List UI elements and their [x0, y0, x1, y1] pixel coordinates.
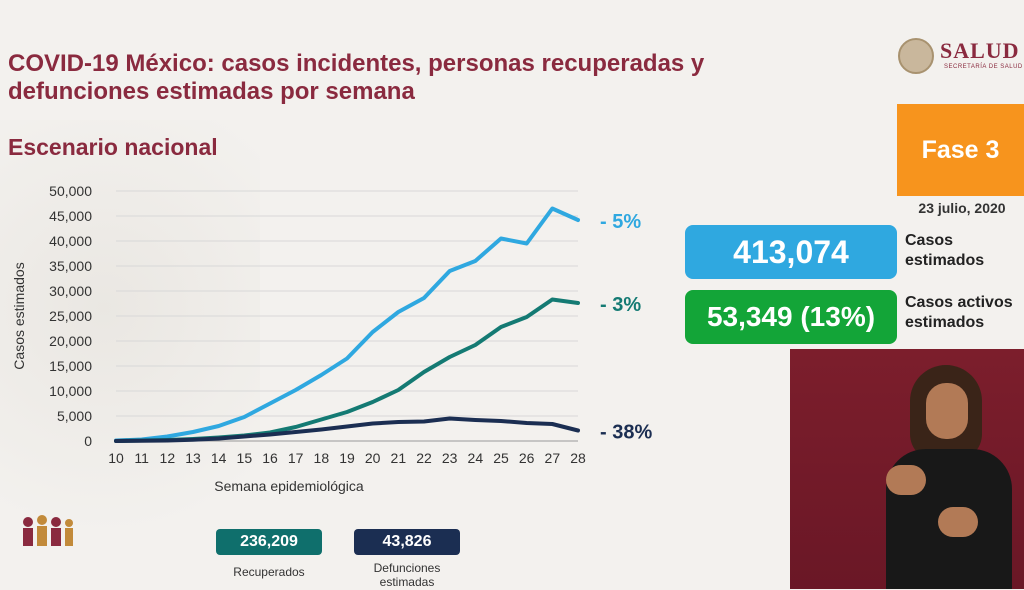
estimated-cases-label: Casos estimados	[905, 231, 984, 271]
y-tick-label: 35,000	[49, 258, 92, 274]
x-tick-label: 22	[416, 450, 432, 466]
x-tick-label: 19	[339, 450, 355, 466]
active-cases-label-line2: estimados	[905, 314, 985, 331]
active-cases-label: Casos activos estimados	[905, 293, 1013, 333]
y-axis-label: Casos estimados	[11, 262, 27, 369]
series-end-label-1: - 5%	[600, 211, 641, 233]
x-tick-label: 27	[545, 450, 561, 466]
y-tick-label: 45,000	[49, 208, 92, 224]
deaths-label-line1: Defunciones	[373, 561, 441, 575]
interpreter-hand-left	[886, 465, 926, 495]
y-tick-label: 50,000	[49, 183, 92, 199]
x-axis-label: Semana epidemiológica	[214, 478, 364, 494]
x-tick-label: 25	[493, 450, 509, 466]
health-workers-icon	[23, 515, 73, 546]
x-tick-label: 16	[262, 450, 278, 466]
x-tick-label: 10	[108, 450, 124, 466]
recovered-label: Recuperados	[233, 565, 305, 579]
x-tick-label: 12	[160, 450, 176, 466]
interpreter-hand-right	[938, 507, 978, 537]
estimated-cases-label-line1: Casos	[905, 232, 954, 249]
sign-language-interpreter-video	[790, 349, 1024, 589]
deaths-value: 43,826	[354, 529, 460, 555]
x-tick-label: 28	[570, 450, 586, 466]
x-tick-label: 26	[519, 450, 535, 466]
y-tick-label: 30,000	[49, 283, 92, 299]
y-tick-label: 40,000	[49, 233, 92, 249]
report-date: 23 julio, 2020	[918, 200, 1006, 216]
x-tick-label: 11	[134, 450, 149, 466]
active-cases-value: 53,349 (13%)	[685, 290, 897, 344]
seal-icon	[898, 38, 934, 74]
y-tick-label: 20,000	[49, 333, 92, 349]
x-tick-label: 13	[185, 450, 201, 466]
y-tick-label: 10,000	[49, 383, 92, 399]
y-tick-label: 25,000	[49, 308, 92, 324]
x-tick-label: 18	[314, 450, 330, 466]
salud-logo: SALUD SECRETARÍA DE SALUD	[896, 36, 1024, 76]
x-tick-label: 24	[468, 450, 484, 466]
recovered-value: 236,209	[216, 529, 322, 555]
y-tick-label: 0	[84, 433, 92, 449]
x-tick-label: 20	[365, 450, 381, 466]
series-end-label-2: - 3%	[600, 294, 641, 316]
estimated-cases-value: 413,074	[685, 225, 897, 279]
interpreter-face	[926, 383, 968, 439]
series-end-label-3: - 38%	[600, 422, 652, 444]
estimated-cases-label-line2: estimados	[905, 252, 985, 269]
logo-subtext: SECRETARÍA DE SALUD	[944, 64, 1023, 70]
x-tick-label: 21	[391, 450, 407, 466]
cases-line-chart: 0 5,000 10,000 15,000 20,000 25,000 30,000 35,0…	[11, 183, 652, 494]
deaths-label: Defunciones estimadas	[348, 561, 466, 589]
y-tick-label: 15,000	[49, 358, 92, 374]
series-line-3	[114, 416, 580, 443]
series-line-1	[114, 206, 580, 443]
page-title: COVID-19 México: casos incidentes, perso…	[8, 50, 705, 105]
background-pattern	[0, 120, 260, 590]
active-cases-label-line1: Casos activos	[905, 294, 1013, 311]
y-tick-label: 5,000	[57, 408, 92, 424]
deaths-label-line2: estimadas	[379, 575, 435, 589]
logo-word: SALUD	[940, 38, 1020, 63]
x-tick-label: 23	[442, 450, 458, 466]
page-subtitle: Escenario nacional	[8, 134, 218, 160]
x-tick-label: 14	[211, 450, 227, 466]
phase-badge: Fase 3	[897, 104, 1024, 196]
x-tick-label: 15	[237, 450, 253, 466]
x-tick-label: 17	[288, 450, 304, 466]
